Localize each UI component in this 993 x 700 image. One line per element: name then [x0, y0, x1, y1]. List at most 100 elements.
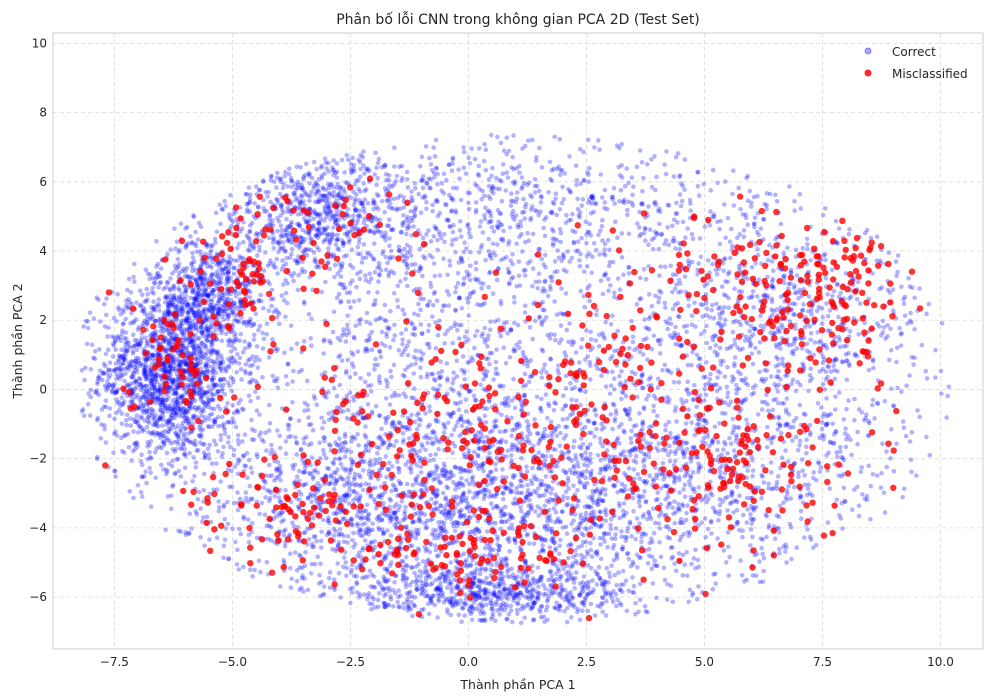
correct-point: [115, 374, 121, 379]
correct-point: [209, 397, 215, 403]
correct-point: [124, 348, 130, 354]
correct-point: [361, 181, 367, 186]
correct-point: [518, 505, 523, 510]
correct-point: [225, 440, 231, 445]
correct-point: [289, 251, 294, 257]
correct-point: [227, 254, 232, 260]
correct-point: [181, 406, 187, 412]
correct-point: [154, 239, 159, 244]
correct-point: [205, 389, 210, 395]
correct-point: [798, 508, 804, 514]
correct-point: [195, 447, 201, 453]
correct-point: [355, 217, 361, 223]
correct-point: [143, 383, 149, 389]
correct-point: [208, 243, 214, 248]
correct-point: [744, 520, 750, 525]
correct-point: [315, 212, 320, 217]
correct-point: [178, 359, 183, 364]
correct-point: [190, 339, 196, 344]
correct-point: [433, 452, 439, 457]
correct-point: [405, 226, 410, 232]
correct-point: [509, 433, 514, 439]
correct-point: [206, 369, 211, 375]
correct-point: [607, 574, 613, 580]
correct-point: [165, 406, 170, 412]
correct-point: [212, 236, 218, 242]
correct-point: [180, 296, 185, 301]
correct-point: [122, 335, 127, 341]
correct-point: [670, 505, 675, 511]
correct-point: [379, 426, 384, 432]
correct-point: [529, 593, 535, 598]
correct-point: [197, 375, 203, 381]
correct-point: [168, 336, 174, 341]
correct-point: [322, 156, 328, 161]
correct-point: [616, 570, 621, 575]
correct-point: [131, 274, 136, 280]
correct-point: [693, 547, 698, 553]
correct-point: [242, 339, 247, 344]
correct-point: [331, 577, 337, 582]
correct-point: [143, 373, 148, 379]
correct-point: [405, 564, 410, 569]
correct-point: [401, 205, 407, 210]
correct-point: [175, 256, 181, 262]
correct-point: [203, 343, 208, 349]
correct-point: [614, 582, 619, 588]
correct-point: [124, 336, 129, 342]
correct-point: [126, 276, 132, 282]
correct-point: [185, 302, 191, 307]
correct-point: [212, 366, 217, 372]
correct-point: [414, 426, 420, 432]
correct-point: [664, 597, 670, 602]
correct-point: [123, 316, 128, 322]
correct-point: [136, 341, 142, 347]
correct-point: [402, 509, 408, 514]
correct-point: [513, 540, 518, 545]
correct-point: [344, 152, 350, 158]
correct-point: [662, 577, 668, 583]
correct-point: [314, 264, 319, 270]
correct-point: [181, 410, 187, 415]
correct-point: [294, 258, 300, 264]
correct-point: [438, 580, 443, 586]
correct-point: [602, 539, 607, 544]
correct-point: [255, 395, 261, 401]
correct-point: [218, 377, 223, 382]
correct-point: [374, 217, 380, 223]
correct-point: [536, 450, 542, 455]
correct-point: [230, 344, 235, 349]
correct-point: [150, 285, 155, 291]
correct-point: [170, 378, 175, 383]
correct-point: [588, 547, 594, 553]
correct-point: [134, 380, 139, 385]
correct-point: [149, 406, 154, 412]
correct-point: [206, 333, 212, 339]
correct-point: [541, 614, 547, 620]
correct-point: [167, 308, 172, 314]
correct-point: [261, 268, 267, 273]
correct-point: [204, 335, 209, 341]
correct-point: [185, 382, 191, 388]
correct-point: [457, 508, 462, 514]
correct-point: [186, 310, 191, 315]
correct-point: [620, 546, 625, 552]
correct-point: [469, 617, 475, 623]
correct-point: [172, 407, 178, 412]
correct-point: [166, 404, 171, 409]
correct-point: [161, 439, 167, 444]
correct-point: [571, 444, 576, 450]
correct-point: [203, 402, 209, 408]
correct-point: [178, 359, 183, 365]
correct-point: [143, 369, 149, 375]
correct-point: [151, 291, 156, 296]
correct-point: [649, 566, 655, 572]
correct-point: [139, 308, 145, 313]
correct-point: [199, 328, 205, 334]
correct-point: [176, 326, 182, 332]
correct-point: [571, 483, 576, 489]
correct-point: [188, 339, 193, 345]
correct-point: [739, 573, 745, 578]
correct-point: [136, 325, 142, 330]
correct-point: [86, 401, 91, 407]
